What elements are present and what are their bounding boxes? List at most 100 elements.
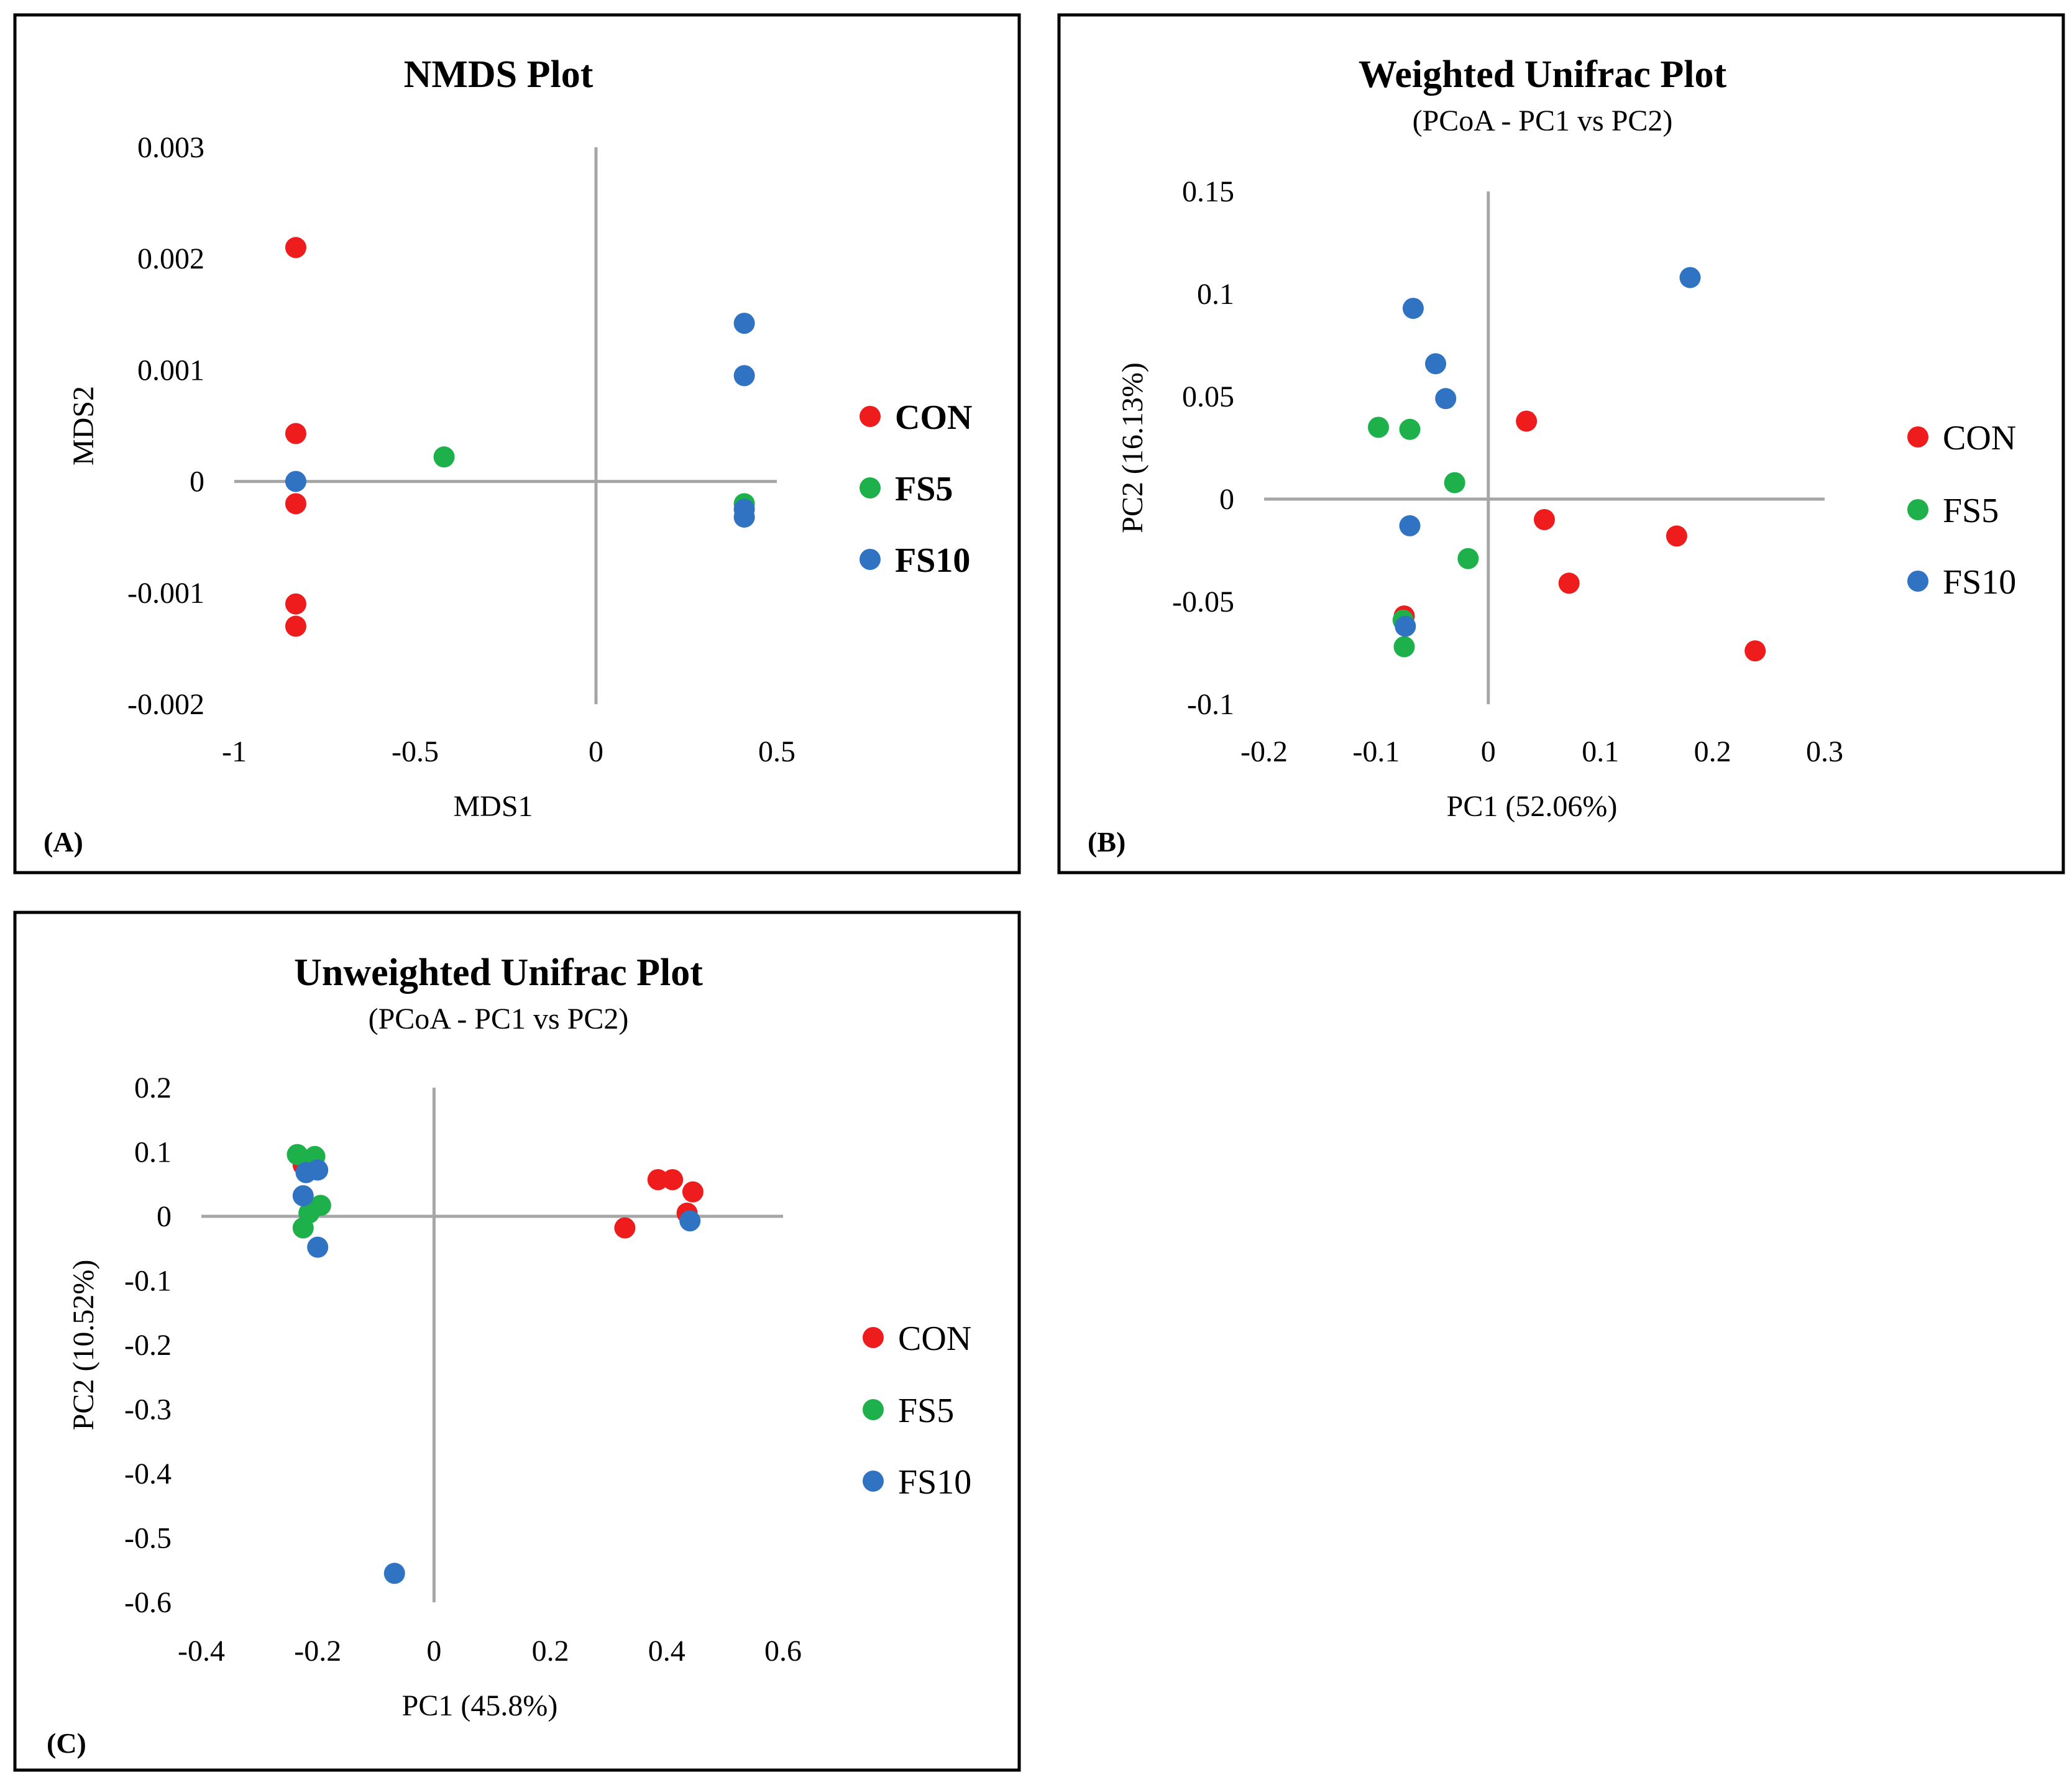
y-axis-label: MDS2 bbox=[67, 386, 100, 466]
y-tick-label: -0.3 bbox=[124, 1393, 172, 1426]
chart-panel-3: Unweighted Unifrac Plot (PCoA - PC1 vs PC… bbox=[13, 911, 1021, 1772]
y-tick-label: 0.001 bbox=[137, 354, 204, 387]
y-tick-label: 0 bbox=[157, 1200, 172, 1233]
data-point-con bbox=[285, 593, 306, 615]
legend-label-con: CON bbox=[1943, 419, 2016, 457]
y-tick-label: -0.1 bbox=[124, 1265, 172, 1298]
y-tick-label: -0.6 bbox=[124, 1586, 172, 1619]
data-point-con bbox=[1558, 572, 1580, 594]
data-point-fs10 bbox=[1425, 353, 1447, 375]
chart-title: Unweighted Unifrac Plot bbox=[294, 952, 703, 994]
y-tick-label: 0.002 bbox=[137, 242, 204, 275]
data-point-fs10 bbox=[1395, 615, 1416, 637]
data-point-fs10 bbox=[285, 470, 306, 492]
data-point-con bbox=[662, 1169, 684, 1191]
y-tick-label: 0.1 bbox=[134, 1136, 172, 1169]
x-tick-label: -0.2 bbox=[1240, 735, 1288, 768]
data-point-con bbox=[285, 615, 306, 637]
panel-label: (C) bbox=[47, 1727, 86, 1759]
y-tick-label: -0.1 bbox=[1187, 688, 1234, 721]
legend-label-fs10: FS10 bbox=[895, 541, 970, 580]
data-point-fs5 bbox=[433, 446, 455, 468]
data-point-fs5 bbox=[1368, 416, 1390, 438]
y-tick-label: 0.2 bbox=[134, 1072, 172, 1104]
legend-marker-con bbox=[1907, 426, 1928, 448]
data-point-con bbox=[1516, 410, 1538, 432]
data-point-con bbox=[1744, 640, 1766, 662]
data-point-fs5 bbox=[1444, 472, 1465, 493]
data-point-fs10 bbox=[292, 1185, 314, 1206]
y-tick-label: -0.002 bbox=[127, 688, 204, 721]
x-tick-label: 0.5 bbox=[758, 735, 795, 768]
y-tick-label: 0.05 bbox=[1182, 380, 1234, 413]
y-axis-label: PC2 (10.52%) bbox=[67, 1260, 100, 1431]
y-tick-label: -0.4 bbox=[124, 1457, 172, 1490]
y-tick-label: -0.5 bbox=[124, 1522, 172, 1555]
data-point-fs10 bbox=[1399, 515, 1421, 536]
data-point-fs5 bbox=[287, 1144, 308, 1165]
legend-marker-fs10 bbox=[860, 549, 881, 570]
data-point-fs5 bbox=[1399, 418, 1421, 440]
data-point-fs10 bbox=[383, 1563, 405, 1584]
data-point-con bbox=[647, 1169, 669, 1191]
data-point-fs10 bbox=[1679, 267, 1701, 288]
panel-label: (A) bbox=[44, 826, 83, 858]
chart-title: Weighted Unifrac Plot bbox=[1359, 53, 1727, 96]
data-point-fs10 bbox=[679, 1210, 701, 1232]
data-point-con bbox=[614, 1217, 636, 1239]
data-point-con bbox=[285, 423, 306, 444]
legend-label-con: CON bbox=[898, 1320, 971, 1358]
x-tick-label: 0.2 bbox=[532, 1635, 569, 1668]
panel-label: (B) bbox=[1088, 826, 1125, 858]
data-point-con bbox=[682, 1181, 704, 1203]
y-tick-label: -0.05 bbox=[1172, 585, 1234, 618]
x-tick-label: 0.6 bbox=[764, 1635, 802, 1668]
data-point-fs5 bbox=[1457, 548, 1479, 569]
x-tick-label: 0.4 bbox=[648, 1635, 685, 1668]
x-tick-label: -0.5 bbox=[392, 735, 439, 768]
legend-marker-fs10 bbox=[1907, 571, 1928, 592]
data-point-con bbox=[1534, 509, 1555, 530]
panel-frame bbox=[13, 911, 1021, 1772]
y-tick-label: -0.2 bbox=[124, 1329, 172, 1362]
x-axis-label: PC1 (45.8%) bbox=[402, 1689, 558, 1722]
x-tick-label: -1 bbox=[222, 735, 247, 768]
legend-label-fs5: FS5 bbox=[895, 470, 953, 508]
x-tick-label: 0.3 bbox=[1806, 735, 1843, 768]
data-point-fs10 bbox=[295, 1162, 317, 1183]
x-tick-label: 0 bbox=[589, 735, 603, 768]
legend-label-fs5: FS5 bbox=[898, 1392, 954, 1430]
data-point-con bbox=[285, 493, 306, 515]
legend-marker-con bbox=[863, 1327, 884, 1348]
legend-marker-con bbox=[860, 406, 881, 427]
data-point-fs10 bbox=[1435, 388, 1457, 410]
chart-title: NMDS Plot bbox=[404, 53, 594, 96]
x-tick-label: 0.1 bbox=[1582, 735, 1619, 768]
data-point-fs5 bbox=[1393, 636, 1415, 658]
legend-marker-fs5 bbox=[863, 1399, 884, 1420]
panel-frame bbox=[1057, 13, 2065, 874]
legend-marker-fs5 bbox=[860, 477, 881, 498]
x-axis-label: MDS1 bbox=[453, 790, 533, 823]
legend-label-fs10: FS10 bbox=[1943, 563, 2016, 602]
chart-subtitle: (PCoA - PC1 vs PC2) bbox=[1413, 104, 1673, 137]
chart-panel-1: NMDS Plot -1 -0.5 0 0.5 0.003 0.002 0.001 0 -0.00… bbox=[13, 13, 1021, 874]
data-point-fs10 bbox=[733, 506, 755, 528]
chart-panel-2: Weighted Unifrac Plot (PCoA - PC1 vs PC2)… bbox=[1057, 13, 2065, 874]
x-tick-label: 0 bbox=[1481, 735, 1496, 768]
data-point-fs10 bbox=[733, 313, 755, 334]
y-tick-label: 0 bbox=[1219, 483, 1234, 516]
legend-label-fs10: FS10 bbox=[898, 1463, 971, 1502]
data-point-fs10 bbox=[733, 365, 755, 387]
legend-label-fs5: FS5 bbox=[1943, 492, 1999, 530]
y-tick-label: -0.001 bbox=[127, 577, 204, 610]
data-point-con bbox=[285, 237, 306, 259]
data-point-fs5 bbox=[292, 1217, 314, 1239]
x-axis-label: PC1 (52.06%) bbox=[1447, 790, 1618, 823]
legend-marker-fs5 bbox=[1907, 499, 1928, 520]
y-tick-label: 0.15 bbox=[1182, 175, 1234, 208]
y-tick-label: 0.1 bbox=[1197, 278, 1234, 311]
legend-label-con: CON bbox=[895, 398, 972, 437]
chart-subtitle: (PCoA - PC1 vs PC2) bbox=[369, 1003, 629, 1035]
